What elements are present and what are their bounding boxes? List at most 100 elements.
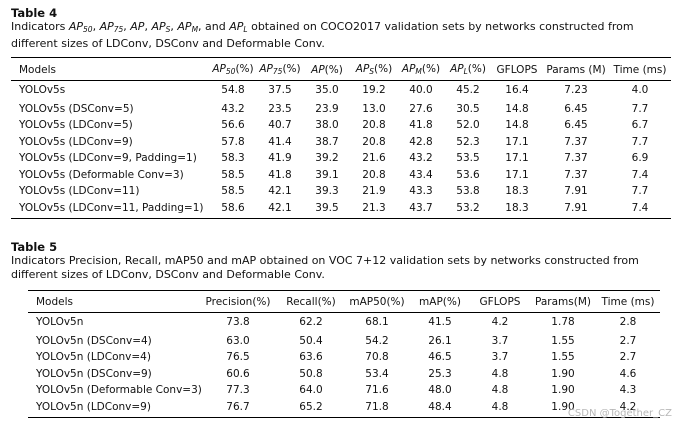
model-name-cell: YOLOv5s (LDConv=11, Padding=1) — [19, 201, 204, 214]
value-cell: 63.6 — [299, 351, 323, 364]
value-cell: 48.0 — [428, 384, 452, 397]
value-cell: 26.1 — [428, 334, 452, 347]
value-cell: 41.8 — [268, 168, 292, 181]
value-cell: 7.37 — [564, 135, 588, 148]
value-cell: 3.7 — [491, 334, 509, 347]
value-cell: 4.2 — [619, 400, 637, 413]
value-cell: 50.8 — [299, 367, 323, 380]
value-cell: 50.4 — [299, 334, 323, 347]
table-row: YOLOv5s (DSConv=5) 43.2 23.5 23.9 13.0 27.6 30… — [11, 101, 671, 118]
value-cell: 53.5 — [456, 152, 480, 165]
value-cell: 23.9 — [315, 102, 339, 115]
value-cell: 6.9 — [631, 152, 649, 165]
model-name-cell: YOLOv5s (LDConv=9) — [19, 135, 133, 148]
col-recall: Recall(%) — [286, 296, 336, 308]
value-cell: 7.4 — [631, 201, 649, 214]
value-cell: 64.0 — [299, 384, 323, 397]
col-params: Params(M) — [535, 296, 591, 308]
value-cell: 21.6 — [362, 152, 386, 165]
value-cell: 4.8 — [491, 400, 509, 413]
col-aps: APS(%) — [355, 63, 393, 76]
value-cell: 58.5 — [221, 168, 245, 181]
value-cell: 40.0 — [409, 84, 433, 97]
model-name-cell: YOLOv5n (LDConv=4) — [36, 351, 151, 364]
value-cell: 2.8 — [619, 316, 637, 329]
value-cell: 58.5 — [221, 185, 245, 198]
value-cell: 39.2 — [315, 152, 339, 165]
value-cell: 58.6 — [221, 201, 245, 214]
model-name-cell: YOLOv5n (DSConv=4) — [36, 334, 152, 347]
col-map: mAP(%) — [419, 296, 461, 308]
table4-label: Table 4 — [11, 6, 58, 20]
value-cell: 7.91 — [564, 201, 588, 214]
table-row: YOLOv5n (LDConv=4) 76.5 63.6 70.8 46.5 3.7 1.5… — [28, 349, 660, 366]
value-cell: 56.6 — [221, 119, 245, 132]
value-cell: 25.3 — [428, 367, 452, 380]
table-row: YOLOv5s (LDConv=11, Padding=1) 58.6 42.1 39… — [11, 200, 671, 217]
model-name-cell: YOLOv5n (Deformable Conv=3) — [36, 384, 202, 397]
model-name-cell: YOLOv5s — [19, 84, 66, 97]
value-cell: 1.90 — [551, 367, 575, 380]
value-cell: 1.55 — [551, 334, 575, 347]
col-map50: mAP50(%) — [349, 296, 405, 308]
value-cell: 71.8 — [365, 400, 389, 413]
table5-label: Table 5 — [11, 240, 58, 254]
model-name-cell: YOLOv5s (Deformable Conv=3) — [19, 168, 184, 181]
table5-header-rule — [28, 312, 660, 313]
value-cell: 7.7 — [631, 185, 649, 198]
value-cell: 17.1 — [505, 135, 529, 148]
value-cell: 68.1 — [365, 316, 389, 329]
value-cell: 37.5 — [268, 84, 292, 97]
value-cell: 39.5 — [315, 201, 339, 214]
value-cell: 38.7 — [315, 135, 339, 148]
col-apl: APL(%) — [450, 63, 486, 76]
value-cell: 7.4 — [631, 168, 649, 181]
value-cell: 52.3 — [456, 135, 480, 148]
value-cell: 21.9 — [362, 185, 386, 198]
col-ap: AP(%) — [311, 63, 343, 76]
table-row: YOLOv5n (DSConv=9) 60.6 50.8 53.4 25.3 4.8 1.9… — [28, 366, 660, 383]
value-cell: 42.1 — [268, 185, 292, 198]
value-cell: 4.3 — [619, 384, 637, 397]
value-cell: 6.45 — [564, 119, 588, 132]
value-cell: 20.8 — [362, 135, 386, 148]
value-cell: 1.78 — [551, 316, 575, 329]
value-cell: 60.6 — [226, 367, 250, 380]
value-cell: 20.8 — [362, 168, 386, 181]
value-cell: 7.23 — [564, 84, 588, 97]
table5-bottom-rule — [28, 417, 660, 419]
value-cell: 53.6 — [456, 168, 480, 181]
table5-caption: Indicators Precision, Recall, mAP50 and … — [11, 254, 639, 281]
value-cell: 16.4 — [505, 84, 529, 97]
table-row: YOLOv5s (LDConv=9) 57.8 41.4 38.7 20.8 42.8 52… — [11, 134, 671, 151]
col-params: Params (M) — [546, 63, 606, 76]
value-cell: 7.37 — [564, 152, 588, 165]
value-cell: 39.1 — [315, 168, 339, 181]
col-ap50: AP50(%) — [212, 63, 254, 76]
value-cell: 43.4 — [409, 168, 433, 181]
table-row: YOLOv5n 73.8 62.2 68.1 41.5 4.2 1.78 2.8 — [28, 312, 660, 333]
value-cell: 4.0 — [631, 84, 649, 97]
col-time: Time (ms) — [601, 296, 655, 308]
value-cell: 14.8 — [505, 119, 529, 132]
col-gflops: GFLOPS — [496, 63, 538, 76]
value-cell: 2.7 — [619, 334, 637, 347]
value-cell: 43.2 — [409, 152, 433, 165]
value-cell: 58.3 — [221, 152, 245, 165]
value-cell: 53.8 — [456, 185, 480, 198]
value-cell: 14.8 — [505, 102, 529, 115]
value-cell: 38.0 — [315, 119, 339, 132]
value-cell: 54.8 — [221, 84, 245, 97]
model-name-cell: YOLOv5s (LDConv=5) — [19, 119, 133, 132]
value-cell: 6.45 — [564, 102, 588, 115]
value-cell: 45.2 — [456, 84, 480, 97]
table4: Models AP50(%) AP75(%) AP(%) APS(%) APM(… — [11, 59, 671, 216]
value-cell: 19.2 — [362, 84, 386, 97]
value-cell: 30.5 — [456, 102, 480, 115]
value-cell: 48.4 — [428, 400, 452, 413]
value-cell: 39.3 — [315, 185, 339, 198]
table4-caption: Indicators AP50, AP75, AP, APS, APM, and… — [11, 20, 634, 50]
value-cell: 7.7 — [631, 102, 649, 115]
value-cell: 2.7 — [619, 351, 637, 364]
col-apm: APM(%) — [401, 63, 441, 76]
